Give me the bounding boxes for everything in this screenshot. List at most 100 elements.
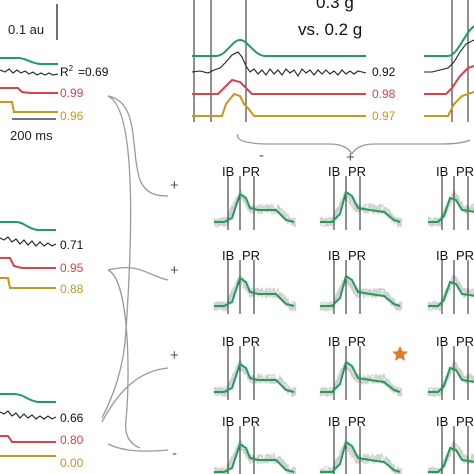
connector-curve (101, 367, 169, 423)
pr-label: PR (456, 414, 474, 429)
sign-label: + (346, 149, 355, 166)
green-mean-trace (214, 442, 295, 473)
gold-r2-value: 0.00 (60, 456, 84, 470)
red-r2-value: 0.95 (60, 261, 84, 275)
black-trace (424, 39, 474, 73)
scale-time-label: 200 ms (10, 128, 53, 143)
pr-label: PR (242, 334, 260, 349)
black-r2-value: 0.71 (60, 238, 84, 252)
black-r2-value: 0.66 (60, 411, 84, 425)
ib-label: IB (436, 334, 448, 349)
scale-bar: 0.1 au 200 ms (8, 4, 58, 143)
star-icon (392, 346, 408, 361)
green-mean-trace (320, 274, 401, 307)
small-panel: IB PR (427, 164, 474, 230)
black-trace (0, 410, 57, 420)
green-mean-trace (214, 276, 295, 307)
connector-curve (101, 95, 132, 419)
green-mean-trace (320, 190, 401, 223)
small-panel: IB PR (213, 164, 297, 230)
connector-curve (107, 266, 169, 281)
sign-label: + (170, 347, 179, 364)
ib-label: IB (436, 164, 448, 179)
small-panel: IB PR (427, 248, 474, 314)
header-line2: vs. 0.2 g (298, 20, 362, 39)
small-panel: IB PR (213, 334, 297, 400)
r2-prefix: R2 (60, 64, 74, 79)
header-line1: 0.3 g (316, 0, 354, 12)
pr-label: PR (348, 334, 366, 349)
green-mean-trace (214, 362, 295, 393)
small-panel: IB PR (319, 414, 403, 474)
connector-curve (107, 95, 169, 197)
green-trace (0, 393, 56, 403)
green-mean-trace (428, 366, 474, 393)
sign-label: + (170, 262, 179, 279)
connector-curve (107, 269, 141, 449)
pr-label: PR (348, 164, 366, 179)
gold-r2-value: 0.97 (372, 109, 396, 123)
gold-trace (424, 91, 474, 117)
black-trace (191, 51, 367, 78)
left-trace-group-3: 0.66 0.80 0.00 (0, 393, 84, 470)
gold-r2-value: 0.88 (60, 282, 84, 296)
red-trace (424, 65, 474, 95)
small-panel: IB PR (319, 248, 403, 314)
sign-label: - (172, 445, 177, 462)
green-mean-trace (428, 280, 474, 307)
green-mean-trace (428, 196, 474, 223)
green-trace (0, 57, 58, 65)
small-panel: IB PR (427, 414, 474, 474)
left-trace-group-1: R2 =0.69 0.99 0.96 (0, 57, 109, 123)
sign-label: - (259, 147, 264, 164)
green-mean-trace (320, 360, 401, 393)
small-panel: IB PR (427, 334, 474, 400)
green-trace (0, 221, 56, 231)
pr-label: PR (242, 164, 260, 179)
black-r2-value: =0.69 (78, 65, 109, 79)
red-trace (0, 257, 56, 269)
black-trace (0, 236, 57, 247)
ib-label: IB (328, 164, 340, 179)
small-panel: IB PR (213, 414, 297, 474)
pr-label: PR (348, 414, 366, 429)
gold-r2-value: 0.96 (60, 109, 84, 123)
gold-trace (0, 101, 58, 113)
top-right-trace-group (424, 0, 474, 122)
red-trace (0, 87, 58, 94)
top-bracket (236, 133, 353, 155)
ib-label: IB (436, 414, 448, 429)
left-trace-group-2: 0.71 0.95 0.88 (0, 221, 84, 296)
sign-label: + (170, 177, 179, 194)
ib-label: IB (436, 248, 448, 263)
green-mean-trace (428, 446, 474, 473)
ib-label: IB (222, 248, 234, 263)
green-mean-trace (320, 440, 401, 473)
panel-grid: IB PR IB PR IB PR IB PR IB PR IB PR IB PR IB PR IB PR IB PR… (213, 164, 474, 474)
green-mean-trace (214, 192, 295, 223)
ib-label: IB (222, 334, 234, 349)
pr-label: PR (348, 248, 366, 263)
green-trace (192, 38, 366, 57)
small-panel: IB PR (319, 334, 403, 400)
pr-label: PR (456, 334, 474, 349)
pr-label: PR (456, 248, 474, 263)
black-trace (0, 68, 59, 76)
pr-label: PR (242, 248, 260, 263)
small-panel: IB PR (213, 248, 297, 314)
connector-curve (107, 443, 169, 452)
red-trace (192, 78, 366, 95)
red-r2-value: 0.80 (60, 433, 84, 447)
ib-label: IB (328, 414, 340, 429)
connectors (101, 95, 471, 452)
red-r2-value: 0.98 (372, 87, 396, 101)
gold-trace (192, 92, 366, 117)
red-trace (0, 435, 56, 443)
black-r2-value: 0.92 (372, 65, 396, 79)
ib-label: IB (328, 248, 340, 263)
top-bracket (351, 139, 471, 155)
pr-label: PR (242, 414, 260, 429)
small-panel: IB PR (319, 164, 403, 230)
